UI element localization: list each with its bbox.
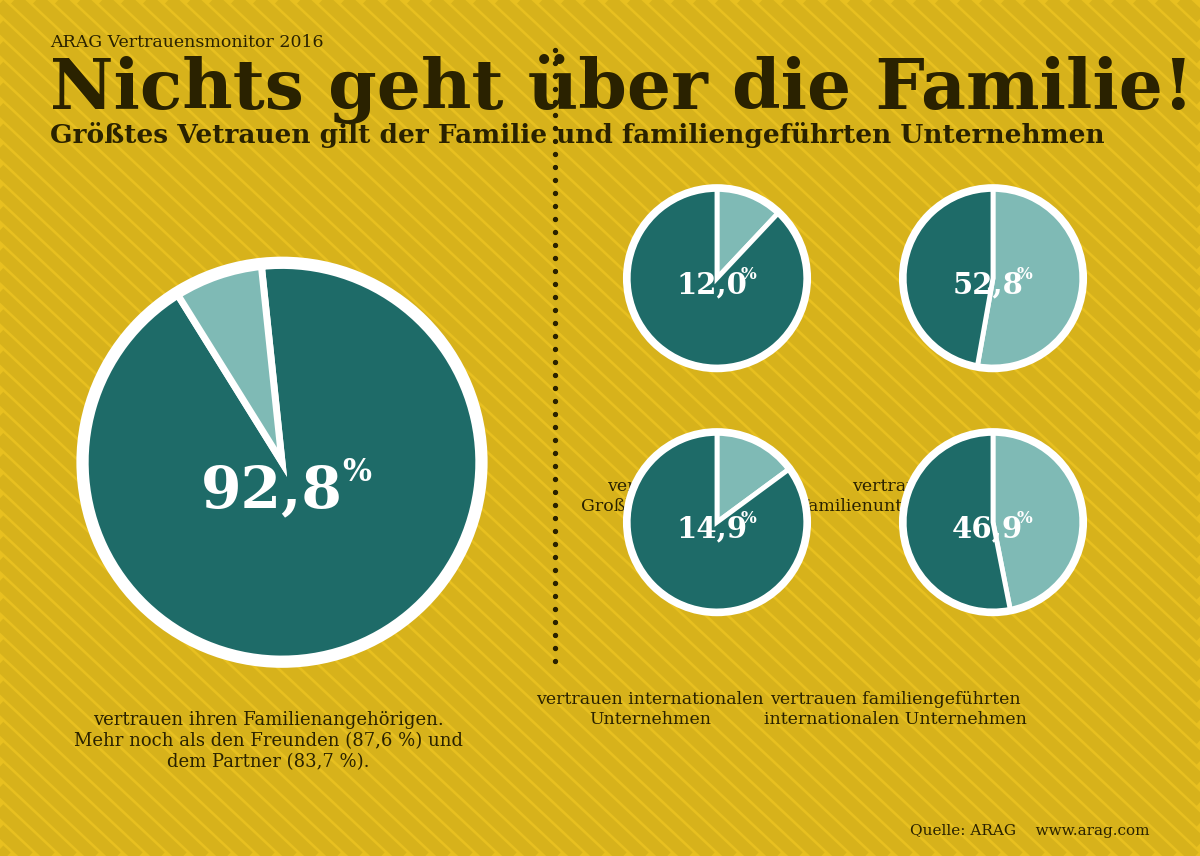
Text: vertrauen ihren Familienangehörigen.
Mehr noch als den Freunden (87,6 %) und
dem: vertrauen ihren Familienangehörigen. Meh… xyxy=(73,711,462,770)
Text: %: % xyxy=(1018,510,1033,527)
Wedge shape xyxy=(992,433,1081,609)
Text: Nichts geht über die Familie!: Nichts geht über die Familie! xyxy=(50,54,1194,124)
Text: ARAG Vertrauensmonitor 2016: ARAG Vertrauensmonitor 2016 xyxy=(50,34,324,51)
Wedge shape xyxy=(85,265,479,659)
Text: %: % xyxy=(742,510,757,527)
Wedge shape xyxy=(178,266,282,462)
Wedge shape xyxy=(716,189,778,278)
Text: 46,9: 46,9 xyxy=(952,514,1024,544)
Text: vertrauen internationalen
Unternehmen: vertrauen internationalen Unternehmen xyxy=(536,691,764,728)
Wedge shape xyxy=(629,189,805,367)
Text: 14,9: 14,9 xyxy=(676,514,748,544)
Text: %: % xyxy=(742,266,757,283)
Text: vertrauen
Familienunternehmen: vertrauen Familienunternehmen xyxy=(798,478,992,514)
Text: 12,0: 12,0 xyxy=(677,270,748,300)
Text: 52,8: 52,8 xyxy=(953,270,1024,300)
Text: vertrauen familiengeführten
internationalen Unternehmen: vertrauen familiengeführten internationa… xyxy=(763,691,1026,728)
Wedge shape xyxy=(978,189,1081,367)
Text: vertrauen
Großkonzernen: vertrauen Großkonzernen xyxy=(582,478,719,514)
Text: %: % xyxy=(342,456,371,488)
Wedge shape xyxy=(716,433,788,522)
Wedge shape xyxy=(905,189,994,366)
Text: %: % xyxy=(1018,266,1033,283)
Wedge shape xyxy=(905,433,1010,611)
Text: Größtes Vetrauen gilt der Familie und familiengeführten Unternehmen: Größtes Vetrauen gilt der Familie und fa… xyxy=(50,122,1105,148)
Text: Quelle: ARAG    www.arag.com: Quelle: ARAG www.arag.com xyxy=(911,824,1150,838)
Wedge shape xyxy=(629,433,806,611)
Text: 92,8: 92,8 xyxy=(202,464,343,520)
